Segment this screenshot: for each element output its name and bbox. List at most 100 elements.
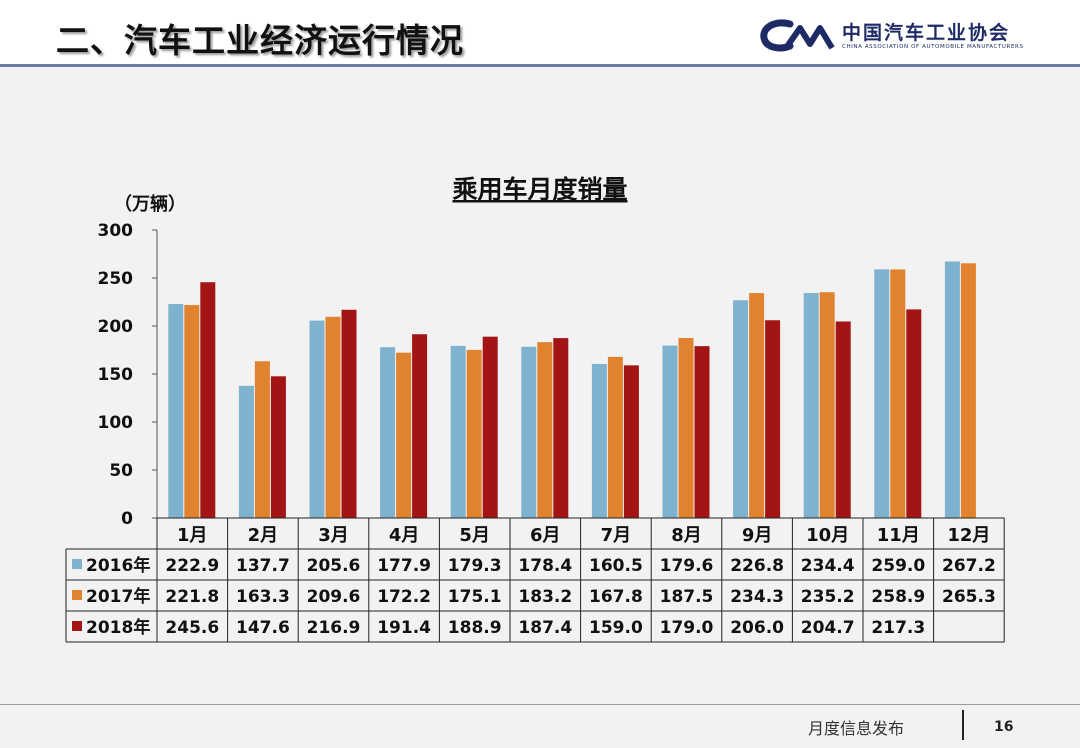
- legend-label: 2017年: [86, 586, 150, 607]
- bar-2018年-2月: [270, 376, 286, 518]
- x-tick-label: 7月: [601, 525, 632, 546]
- data-label: 234.3: [730, 587, 784, 607]
- y-tick-label: 300: [98, 221, 134, 241]
- data-label: 177.9: [377, 556, 431, 576]
- y-tick-label: 250: [98, 269, 134, 289]
- bar-2017年-2月: [254, 361, 270, 518]
- bar-2018年-7月: [623, 365, 639, 518]
- data-label: 172.2: [377, 587, 431, 607]
- bar-2018年-8月: [694, 346, 710, 518]
- footer-separator: [962, 710, 964, 740]
- slide-header: 二、汽车工业经济运行情况 中国汽车工业协会 CHINA ASSOCIATION …: [0, 0, 1080, 67]
- sales-chart: 乘用车月度销量 （万辆） 0 50 100 150 200 250 300 1月 2月 3月 4月 5月 6…: [65, 175, 1005, 643]
- bar-2016年-12月: [944, 261, 960, 518]
- data-label: 147.6: [236, 618, 290, 638]
- page-title: 二、汽车工业经济运行情况: [56, 21, 464, 60]
- data-label: 217.3: [871, 618, 925, 638]
- bar-2017年-4月: [396, 352, 412, 518]
- y-tick-label: 150: [98, 365, 134, 385]
- data-label: 245.6: [165, 618, 219, 638]
- x-tick-label: 5月: [459, 525, 490, 546]
- bar-2018年-4月: [412, 334, 428, 518]
- legend-label: 2016年: [86, 555, 150, 576]
- data-label: 159.0: [589, 618, 643, 638]
- cm-logo-icon: [760, 19, 835, 52]
- bar-2016年-1月: [168, 304, 184, 518]
- bar-2016年-2月: [238, 385, 254, 518]
- bar-2018年-10月: [835, 321, 851, 518]
- data-label: 209.6: [307, 587, 361, 607]
- x-tick-label: 11月: [877, 525, 920, 546]
- y-tick-label: 0: [121, 509, 133, 529]
- bar-2017年-8月: [678, 338, 694, 518]
- x-tick-label: 2月: [248, 525, 279, 546]
- data-label: 267.2: [942, 556, 996, 576]
- bar-2016年-4月: [380, 347, 396, 518]
- bar-2017年-9月: [749, 293, 765, 518]
- data-label: 221.8: [165, 587, 219, 607]
- data-label: 222.9: [165, 556, 219, 576]
- data-label: 235.2: [801, 587, 855, 607]
- data-label: 259.0: [871, 556, 925, 576]
- x-tick-label: 3月: [318, 525, 349, 546]
- bar-2017年-7月: [607, 356, 623, 518]
- x-tick-label: 10月: [806, 525, 849, 546]
- chart-title: 乘用车月度销量: [452, 175, 627, 204]
- bar-2018年-5月: [482, 336, 498, 518]
- logo-text-cn: 中国汽车工业协会: [842, 22, 1011, 44]
- data-label: 179.6: [660, 556, 714, 576]
- data-label: 183.2: [518, 587, 572, 607]
- data-label: 187.4: [518, 618, 572, 638]
- data-label: 160.5: [589, 556, 643, 576]
- bar-2018年-9月: [765, 320, 781, 518]
- caam-logo: 中国汽车工业协会 CHINA ASSOCIATION OF AUTOMOBILE…: [760, 18, 1050, 58]
- bar-2016年-3月: [309, 320, 325, 518]
- bar-2016年-7月: [591, 363, 607, 518]
- bar-2016年-5月: [450, 345, 466, 518]
- data-label: 205.6: [307, 556, 361, 576]
- data-label: 216.9: [307, 618, 361, 638]
- bar-2016年-6月: [521, 346, 537, 518]
- data-label: 234.4: [801, 556, 855, 576]
- y-axis-unit: （万辆）: [114, 193, 186, 215]
- x-tick-label: 1月: [177, 525, 208, 546]
- bar-2017年-10月: [819, 292, 835, 518]
- legend-swatch-2016年: [72, 559, 82, 569]
- data-label: 187.5: [660, 587, 714, 607]
- bar-2018年-6月: [553, 338, 569, 518]
- x-tick-label: 4月: [389, 525, 420, 546]
- bar-2016年-9月: [733, 300, 749, 518]
- footer-divider: [0, 704, 1080, 705]
- bar-2018年-3月: [341, 309, 357, 518]
- data-label: 137.7: [236, 556, 290, 576]
- y-tick-label: 100: [98, 413, 134, 433]
- y-tick-label: 50: [109, 461, 133, 481]
- bar-2018年-1月: [200, 282, 216, 518]
- data-label: 226.8: [730, 556, 784, 576]
- page-number: 16: [994, 719, 1014, 735]
- data-label: 191.4: [377, 618, 431, 638]
- data-label: 167.8: [589, 587, 643, 607]
- legend-swatch-2017年: [72, 590, 82, 600]
- data-label: 204.7: [801, 618, 855, 638]
- x-tick-label: 12月: [947, 525, 990, 546]
- data-label: 265.3: [942, 587, 996, 607]
- logo-text-en: CHINA ASSOCIATION OF AUTOMOBILE MANUFACT…: [842, 44, 1024, 50]
- bar-2017年-3月: [325, 316, 341, 518]
- bar-2017年-5月: [466, 349, 482, 518]
- bar-2017年-6月: [537, 342, 553, 518]
- data-label: 178.4: [518, 556, 572, 576]
- data-label: 179.0: [660, 618, 714, 638]
- legend-swatch-2018年: [72, 621, 82, 631]
- footer-text: 月度信息发布: [808, 719, 905, 738]
- x-tick-label: 9月: [742, 525, 773, 546]
- data-label: 188.9: [448, 618, 502, 638]
- bar-2016年-10月: [803, 292, 819, 518]
- data-label: 163.3: [236, 587, 290, 607]
- legend-label: 2018年: [86, 617, 150, 638]
- bar-2017年-1月: [184, 305, 200, 518]
- data-label: 179.3: [448, 556, 502, 576]
- y-tick-label: 200: [98, 317, 134, 337]
- bar-2016年-11月: [874, 269, 890, 518]
- header-divider: [0, 64, 1080, 67]
